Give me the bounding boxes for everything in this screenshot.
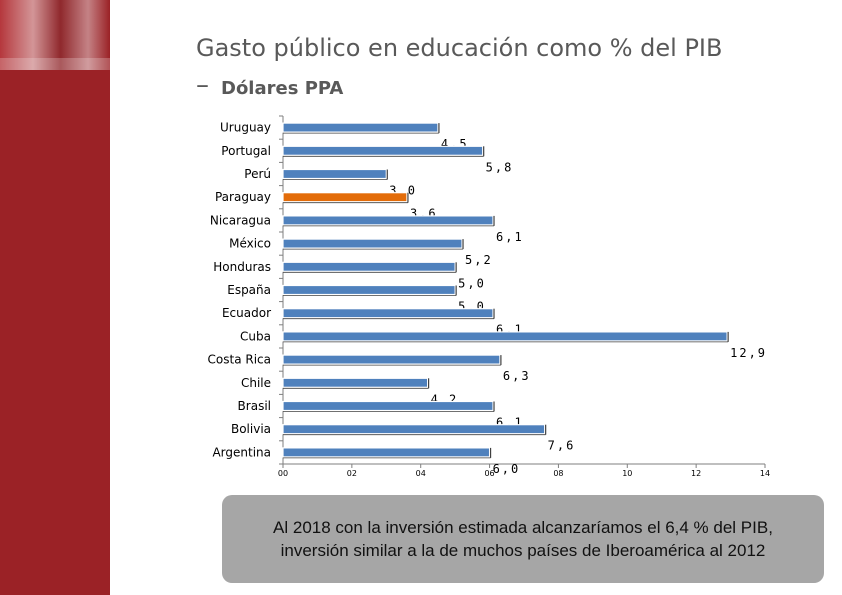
category-label: Portugal bbox=[221, 144, 271, 158]
left-decorative-band bbox=[0, 0, 110, 595]
bar bbox=[282, 215, 494, 226]
category-label: Costa Rica bbox=[208, 353, 271, 367]
value-label: 7,6 bbox=[548, 439, 576, 453]
category-label: Bolivia bbox=[231, 422, 271, 436]
x-tick-label: 08 bbox=[553, 469, 563, 478]
category-label: Uruguay bbox=[220, 121, 271, 135]
note-text: Al 2018 con la inversión estimada alcanz… bbox=[273, 518, 773, 560]
value-label: 6,0 bbox=[493, 462, 521, 476]
category-label: Cuba bbox=[240, 329, 271, 343]
category-label: Ecuador bbox=[222, 306, 271, 320]
x-tick-label: 12 bbox=[691, 469, 701, 478]
bar bbox=[282, 261, 456, 272]
x-tick-label: 14 bbox=[760, 469, 770, 478]
bar bbox=[282, 377, 429, 388]
bar bbox=[282, 145, 484, 156]
category-label: Brasil bbox=[238, 399, 271, 413]
category-label: Argentina bbox=[212, 445, 271, 459]
category-label: Paraguay bbox=[215, 190, 271, 204]
category-label: Nicaragua bbox=[210, 213, 271, 227]
value-label: 6,1 bbox=[496, 230, 524, 244]
x-tick-label: 04 bbox=[416, 469, 426, 478]
x-tick-label: 10 bbox=[622, 469, 632, 478]
value-label: 5,2 bbox=[465, 253, 493, 267]
subtitle-dash: – bbox=[196, 70, 209, 100]
bar bbox=[282, 122, 439, 133]
x-tick-label: 00 bbox=[278, 469, 288, 478]
x-tick-label: 02 bbox=[347, 469, 357, 478]
slide-subtitle: Dólares PPA bbox=[221, 78, 344, 99]
value-label: 12,9 bbox=[730, 346, 767, 360]
bar bbox=[282, 424, 546, 435]
category-label: Honduras bbox=[213, 260, 271, 274]
value-label: 5,8 bbox=[486, 160, 514, 174]
bar bbox=[282, 331, 728, 342]
bar bbox=[282, 284, 456, 296]
bar bbox=[282, 447, 491, 458]
value-label: 6,3 bbox=[503, 369, 531, 383]
value-label: 5,0 bbox=[458, 276, 486, 290]
category-label: Perú bbox=[244, 167, 271, 181]
bar bbox=[282, 308, 494, 319]
bar bbox=[282, 238, 463, 249]
note-box: Al 2018 con la inversión estimada alcanz… bbox=[222, 495, 824, 583]
header-photo-strip bbox=[0, 0, 110, 70]
bar bbox=[282, 400, 494, 412]
category-label: Chile bbox=[241, 376, 271, 390]
x-tick-label: 06 bbox=[484, 469, 494, 478]
bar bbox=[282, 354, 501, 365]
category-label: México bbox=[229, 237, 271, 251]
bar bbox=[282, 192, 408, 203]
category-label: España bbox=[227, 283, 271, 297]
bar bbox=[282, 168, 387, 180]
slide-title: Gasto público en educación como % del PI… bbox=[196, 34, 723, 62]
